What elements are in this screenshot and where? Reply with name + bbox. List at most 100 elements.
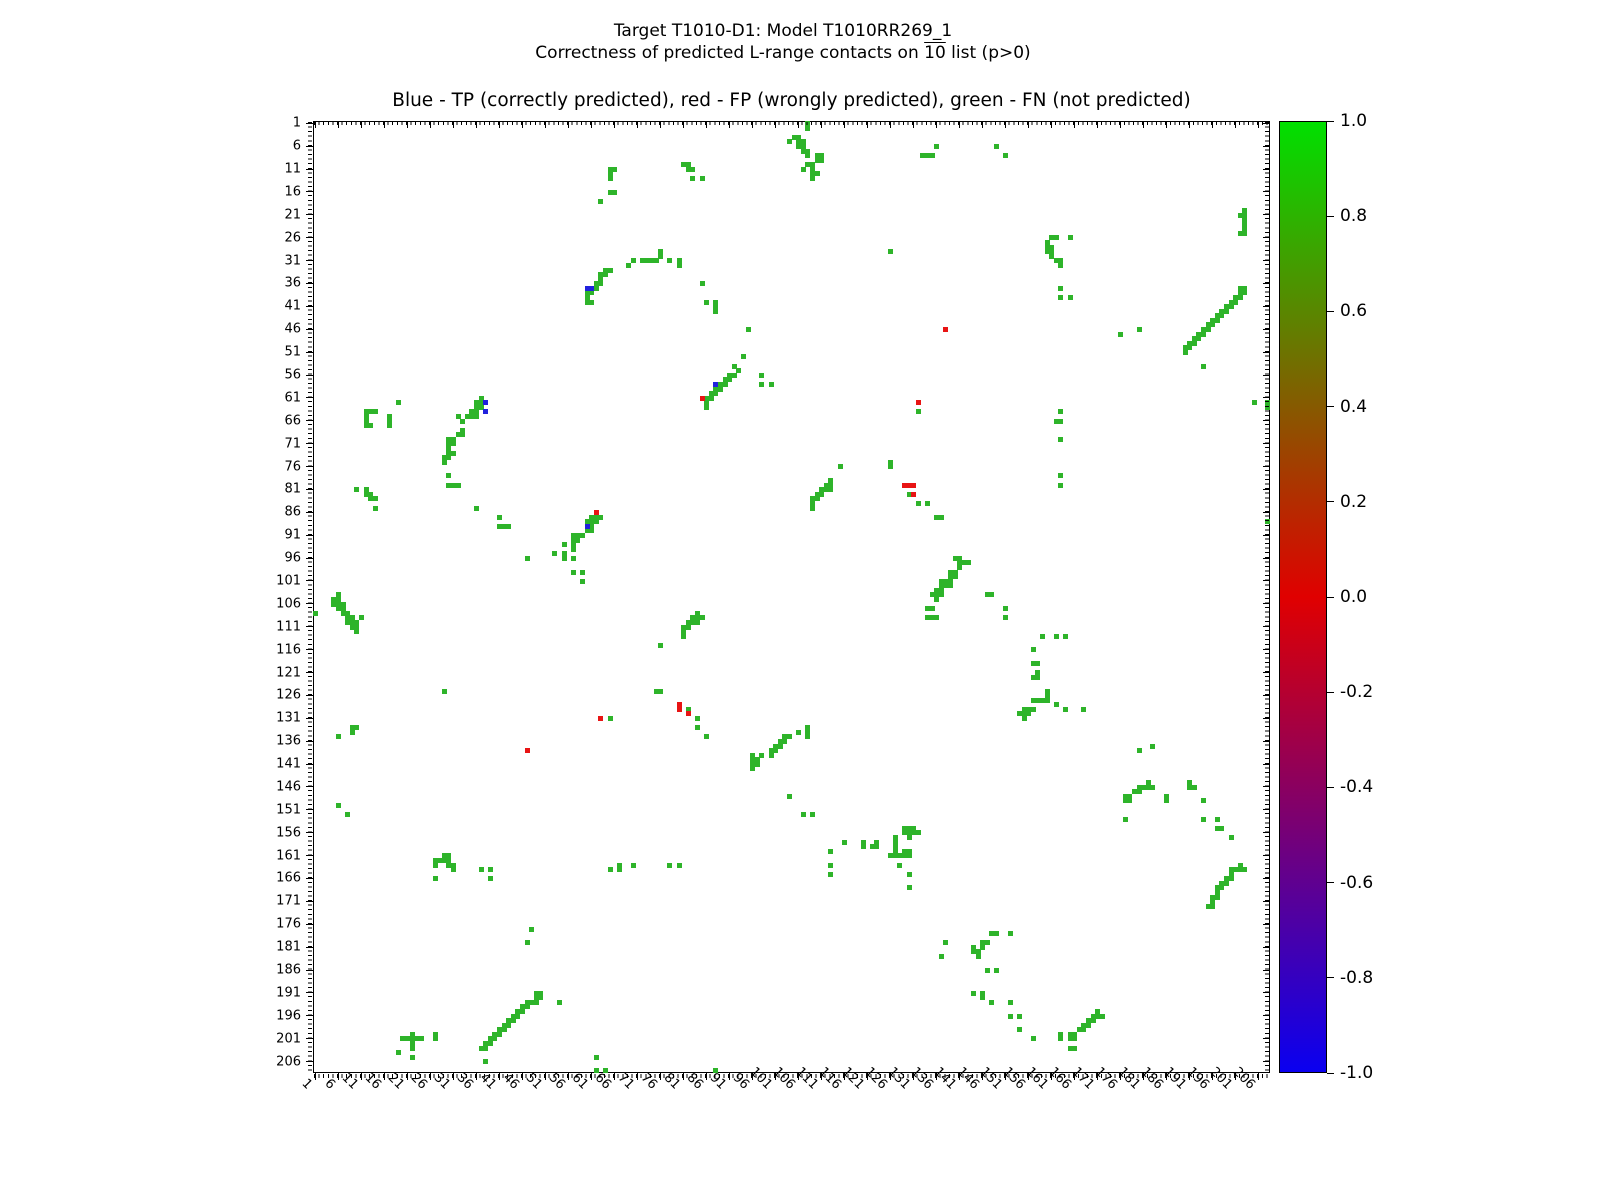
contact-cell-green	[993, 931, 999, 937]
x-major-tick	[1050, 1073, 1052, 1080]
contact-cell-green	[1237, 867, 1243, 872]
contact-cell-green	[993, 143, 999, 149]
contact-cell-green	[1187, 784, 1193, 790]
colorbar-tick	[1327, 120, 1334, 122]
contact-cell-green	[584, 528, 590, 534]
contact-cell-green	[363, 418, 369, 424]
contact-cell-green	[446, 853, 452, 859]
y-tick-label: 166	[276, 870, 301, 886]
x-major-tick	[314, 1073, 316, 1080]
contact-cell-green	[1210, 894, 1216, 900]
contact-cell-blue	[713, 381, 719, 387]
contact-cell-green	[1063, 706, 1068, 712]
contact-cell-green	[584, 299, 590, 305]
y-major-tick	[306, 580, 313, 582]
x-major-tick	[383, 1073, 385, 1080]
contact-cell-green	[1072, 1036, 1078, 1042]
contact-cell-green	[1233, 867, 1239, 872]
contact-cell-green	[699, 175, 705, 181]
contact-cell-green	[814, 157, 820, 163]
x-major-tick	[682, 1073, 684, 1080]
contact-cell-green	[1007, 931, 1013, 937]
contact-cell-green	[349, 729, 355, 735]
contact-cell-green	[474, 505, 479, 511]
contact-cell-green	[497, 1027, 502, 1033]
x-major-tick	[866, 1073, 868, 1080]
contact-cell-green	[782, 738, 788, 744]
contact-cell-green	[947, 574, 953, 580]
x-major-tick	[866, 122, 868, 128]
contact-cell-green	[694, 615, 700, 621]
contact-cell-green	[828, 871, 834, 877]
x-major-tick	[889, 1073, 891, 1080]
contact-cell-green	[1224, 880, 1229, 886]
x-major-tick	[360, 122, 362, 128]
contact-cell-green	[1210, 903, 1216, 909]
contact-cell-green	[1214, 816, 1220, 822]
contact-cell-green	[704, 734, 710, 740]
contact-cell-green	[1040, 633, 1045, 639]
x-major-tick	[659, 122, 661, 128]
x-major-tick	[360, 1073, 362, 1080]
contact-cell-green	[1021, 711, 1027, 717]
contact-cell-red	[524, 748, 530, 753]
contact-cell-green	[786, 734, 792, 740]
contact-cell-green	[451, 867, 456, 872]
contact-cell-green	[363, 413, 369, 419]
contact-cell-green	[685, 162, 691, 168]
contact-cell-green	[1145, 784, 1151, 790]
contact-cell-green	[796, 729, 802, 735]
y-major-tick	[1263, 397, 1269, 399]
contact-cell-green	[768, 748, 774, 753]
contact-cell-green	[934, 597, 940, 602]
contact-cell-green	[685, 619, 691, 625]
contact-cell-green	[589, 514, 595, 520]
y-major-tick	[306, 1061, 313, 1063]
contact-cell-green	[667, 862, 673, 868]
y-major-tick	[1263, 740, 1269, 742]
contact-cell-green	[446, 446, 452, 451]
contact-cell-green	[1003, 606, 1009, 612]
contact-cell-green	[791, 134, 797, 140]
y-tick-label: 146	[276, 779, 301, 795]
y-tick-label: 106	[276, 596, 301, 612]
contact-cell-green	[805, 734, 811, 740]
x-major-tick	[337, 122, 339, 128]
contact-cell-green	[1016, 1027, 1022, 1033]
contact-cell-green	[418, 1036, 424, 1042]
contact-cell-green	[570, 532, 576, 538]
contact-cell-green	[492, 1031, 498, 1037]
contact-cell-green	[524, 555, 530, 561]
colorbar-tick-label: -0.4	[1340, 777, 1374, 798]
x-major-tick	[1119, 122, 1121, 128]
contact-cell-green	[952, 574, 958, 580]
contact-cell-green	[814, 496, 820, 502]
y-major-tick	[1263, 443, 1269, 445]
contact-cell-green	[451, 482, 456, 488]
contact-cell-green	[483, 1041, 489, 1046]
x-major-tick	[1142, 122, 1144, 128]
contact-cell-green	[1030, 1036, 1036, 1042]
x-major-tick	[1073, 1073, 1075, 1080]
contact-cell-green	[474, 404, 479, 410]
contact-cell-green	[897, 853, 903, 859]
contact-cell-green	[432, 876, 438, 882]
contact-cell-blue	[483, 400, 489, 406]
contact-cell-red	[911, 482, 917, 488]
contact-cell-green	[1035, 674, 1041, 680]
contact-cell-green	[451, 450, 456, 456]
x-major-tick	[774, 1073, 776, 1080]
contact-cell-green	[414, 1036, 420, 1042]
contact-cell-green	[1030, 647, 1036, 653]
x-major-tick	[406, 122, 408, 128]
contact-cell-green	[690, 166, 696, 172]
contact-cell-green	[409, 1031, 415, 1037]
contact-cell-green	[685, 706, 691, 712]
x-major-tick	[958, 122, 960, 128]
contact-cell-green	[441, 455, 447, 461]
x-major-tick	[613, 1073, 615, 1080]
contact-cell-green	[1067, 294, 1073, 300]
y-major-tick	[1263, 191, 1269, 193]
contact-cell-green	[1214, 313, 1220, 319]
contact-cell-green	[980, 990, 986, 996]
